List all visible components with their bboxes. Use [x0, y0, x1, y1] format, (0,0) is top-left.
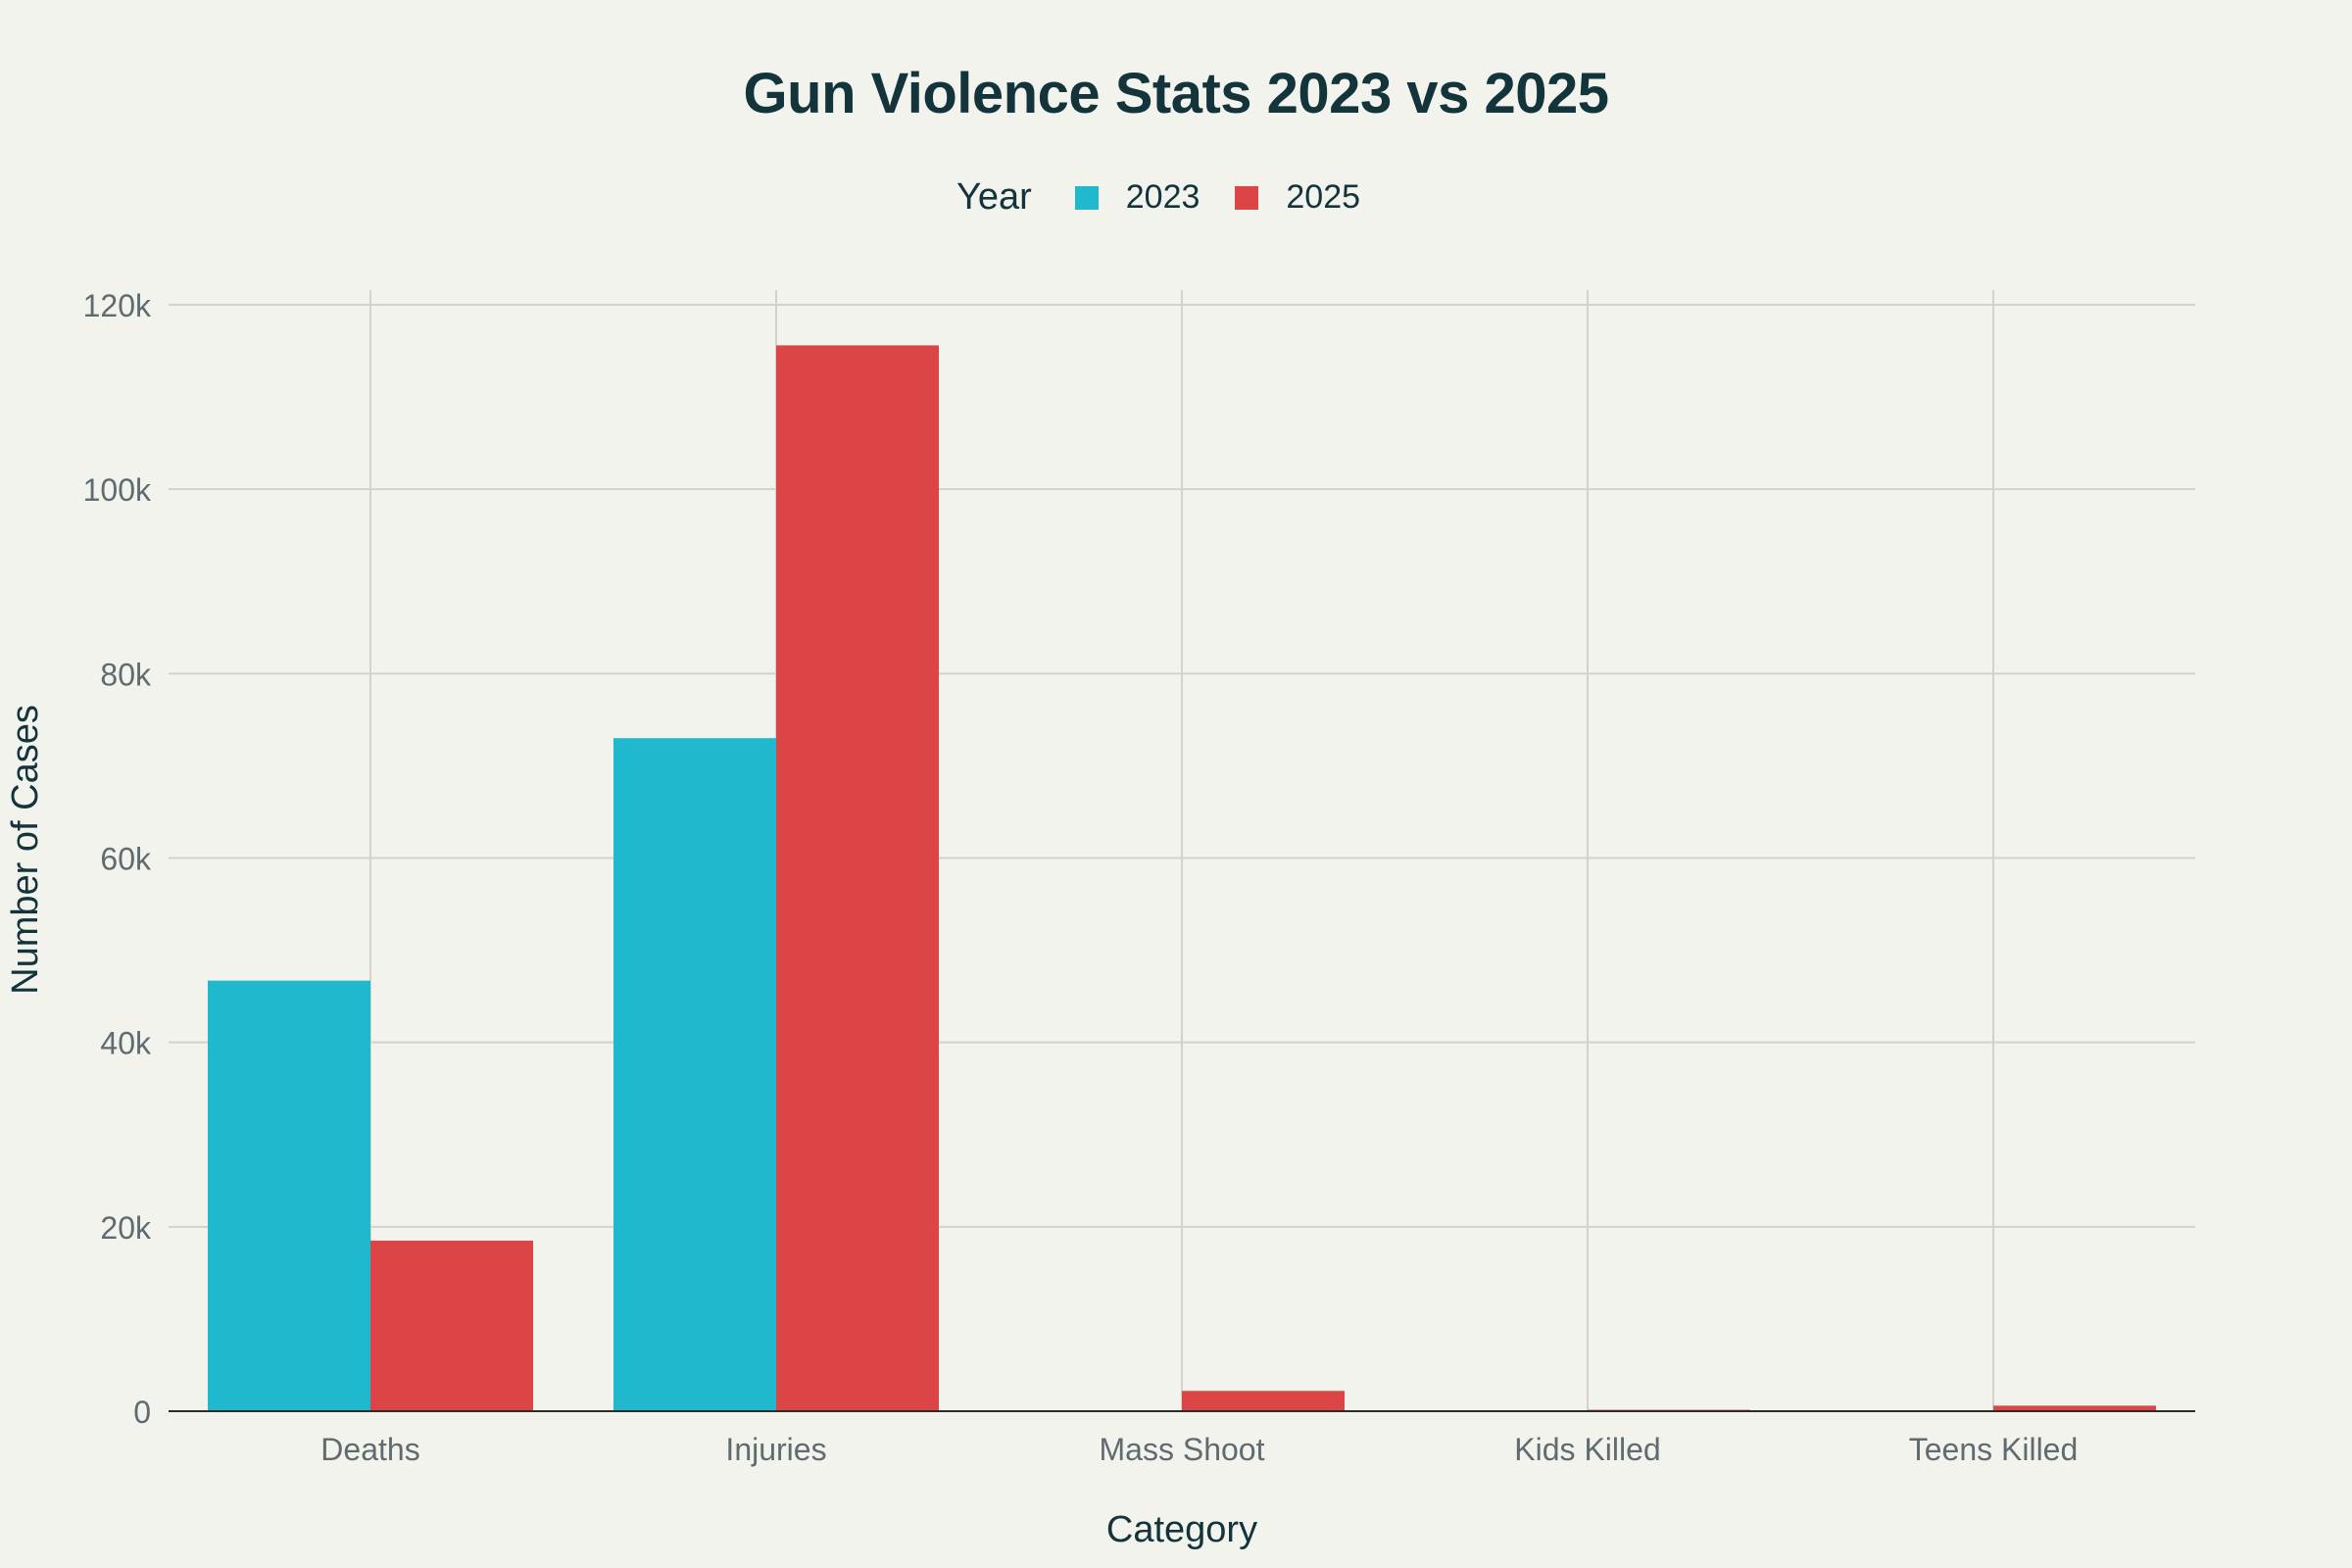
y-tick-label: 80k: [100, 657, 152, 692]
y-tick-label: 20k: [100, 1210, 152, 1246]
axis-layer: 0 20k 40k 60k 80k 100k 120k Deaths Injuries Mass …: [83, 288, 2195, 1467]
y-tick-label: 40k: [100, 1026, 152, 1061]
x-tick-label: Teens Killed: [1909, 1432, 2079, 1467]
y-tick-label: 0: [133, 1395, 151, 1430]
legend-item-2023[interactable]: 2023: [1074, 178, 1200, 217]
legend-item-2025[interactable]: 2025: [1235, 178, 1360, 217]
y-tick-label: 60k: [100, 842, 152, 877]
bar-2025-mass-shoot: [1182, 1391, 1345, 1411]
y-axis-title: Number of Cases: [5, 705, 46, 995]
bar-layer: [208, 345, 2156, 1412]
x-axis-title: Category: [1106, 1509, 1257, 1550]
x-tick-label: Kids Killed: [1514, 1432, 1660, 1467]
bar-2023-deaths: [208, 980, 370, 1411]
grid-layer: [169, 290, 2195, 1411]
legend-title: Year: [956, 176, 1032, 218]
bar-2025-deaths: [370, 1240, 533, 1411]
legend-swatch-2023: [1074, 185, 1099, 210]
x-tick-label: Mass Shoot: [1100, 1432, 1265, 1467]
x-tick-label: Injuries: [725, 1432, 826, 1467]
bar-2023-injuries: [613, 738, 776, 1411]
legend: Year 2023 2025: [0, 176, 2352, 219]
legend-swatch-2025: [1235, 185, 1259, 210]
legend-label-2023: 2023: [1125, 178, 1200, 216]
chart-title: Gun Violence Stats 2023 vs 2025: [743, 62, 1609, 125]
x-tick-label: Deaths: [320, 1432, 419, 1467]
legend-label-2025: 2025: [1286, 178, 1361, 216]
bar-2025-teens-killed: [1993, 1405, 2156, 1411]
y-tick-label: 120k: [83, 288, 152, 323]
y-tick-label: 100k: [83, 472, 152, 508]
bar-2025-injuries: [776, 345, 939, 1411]
